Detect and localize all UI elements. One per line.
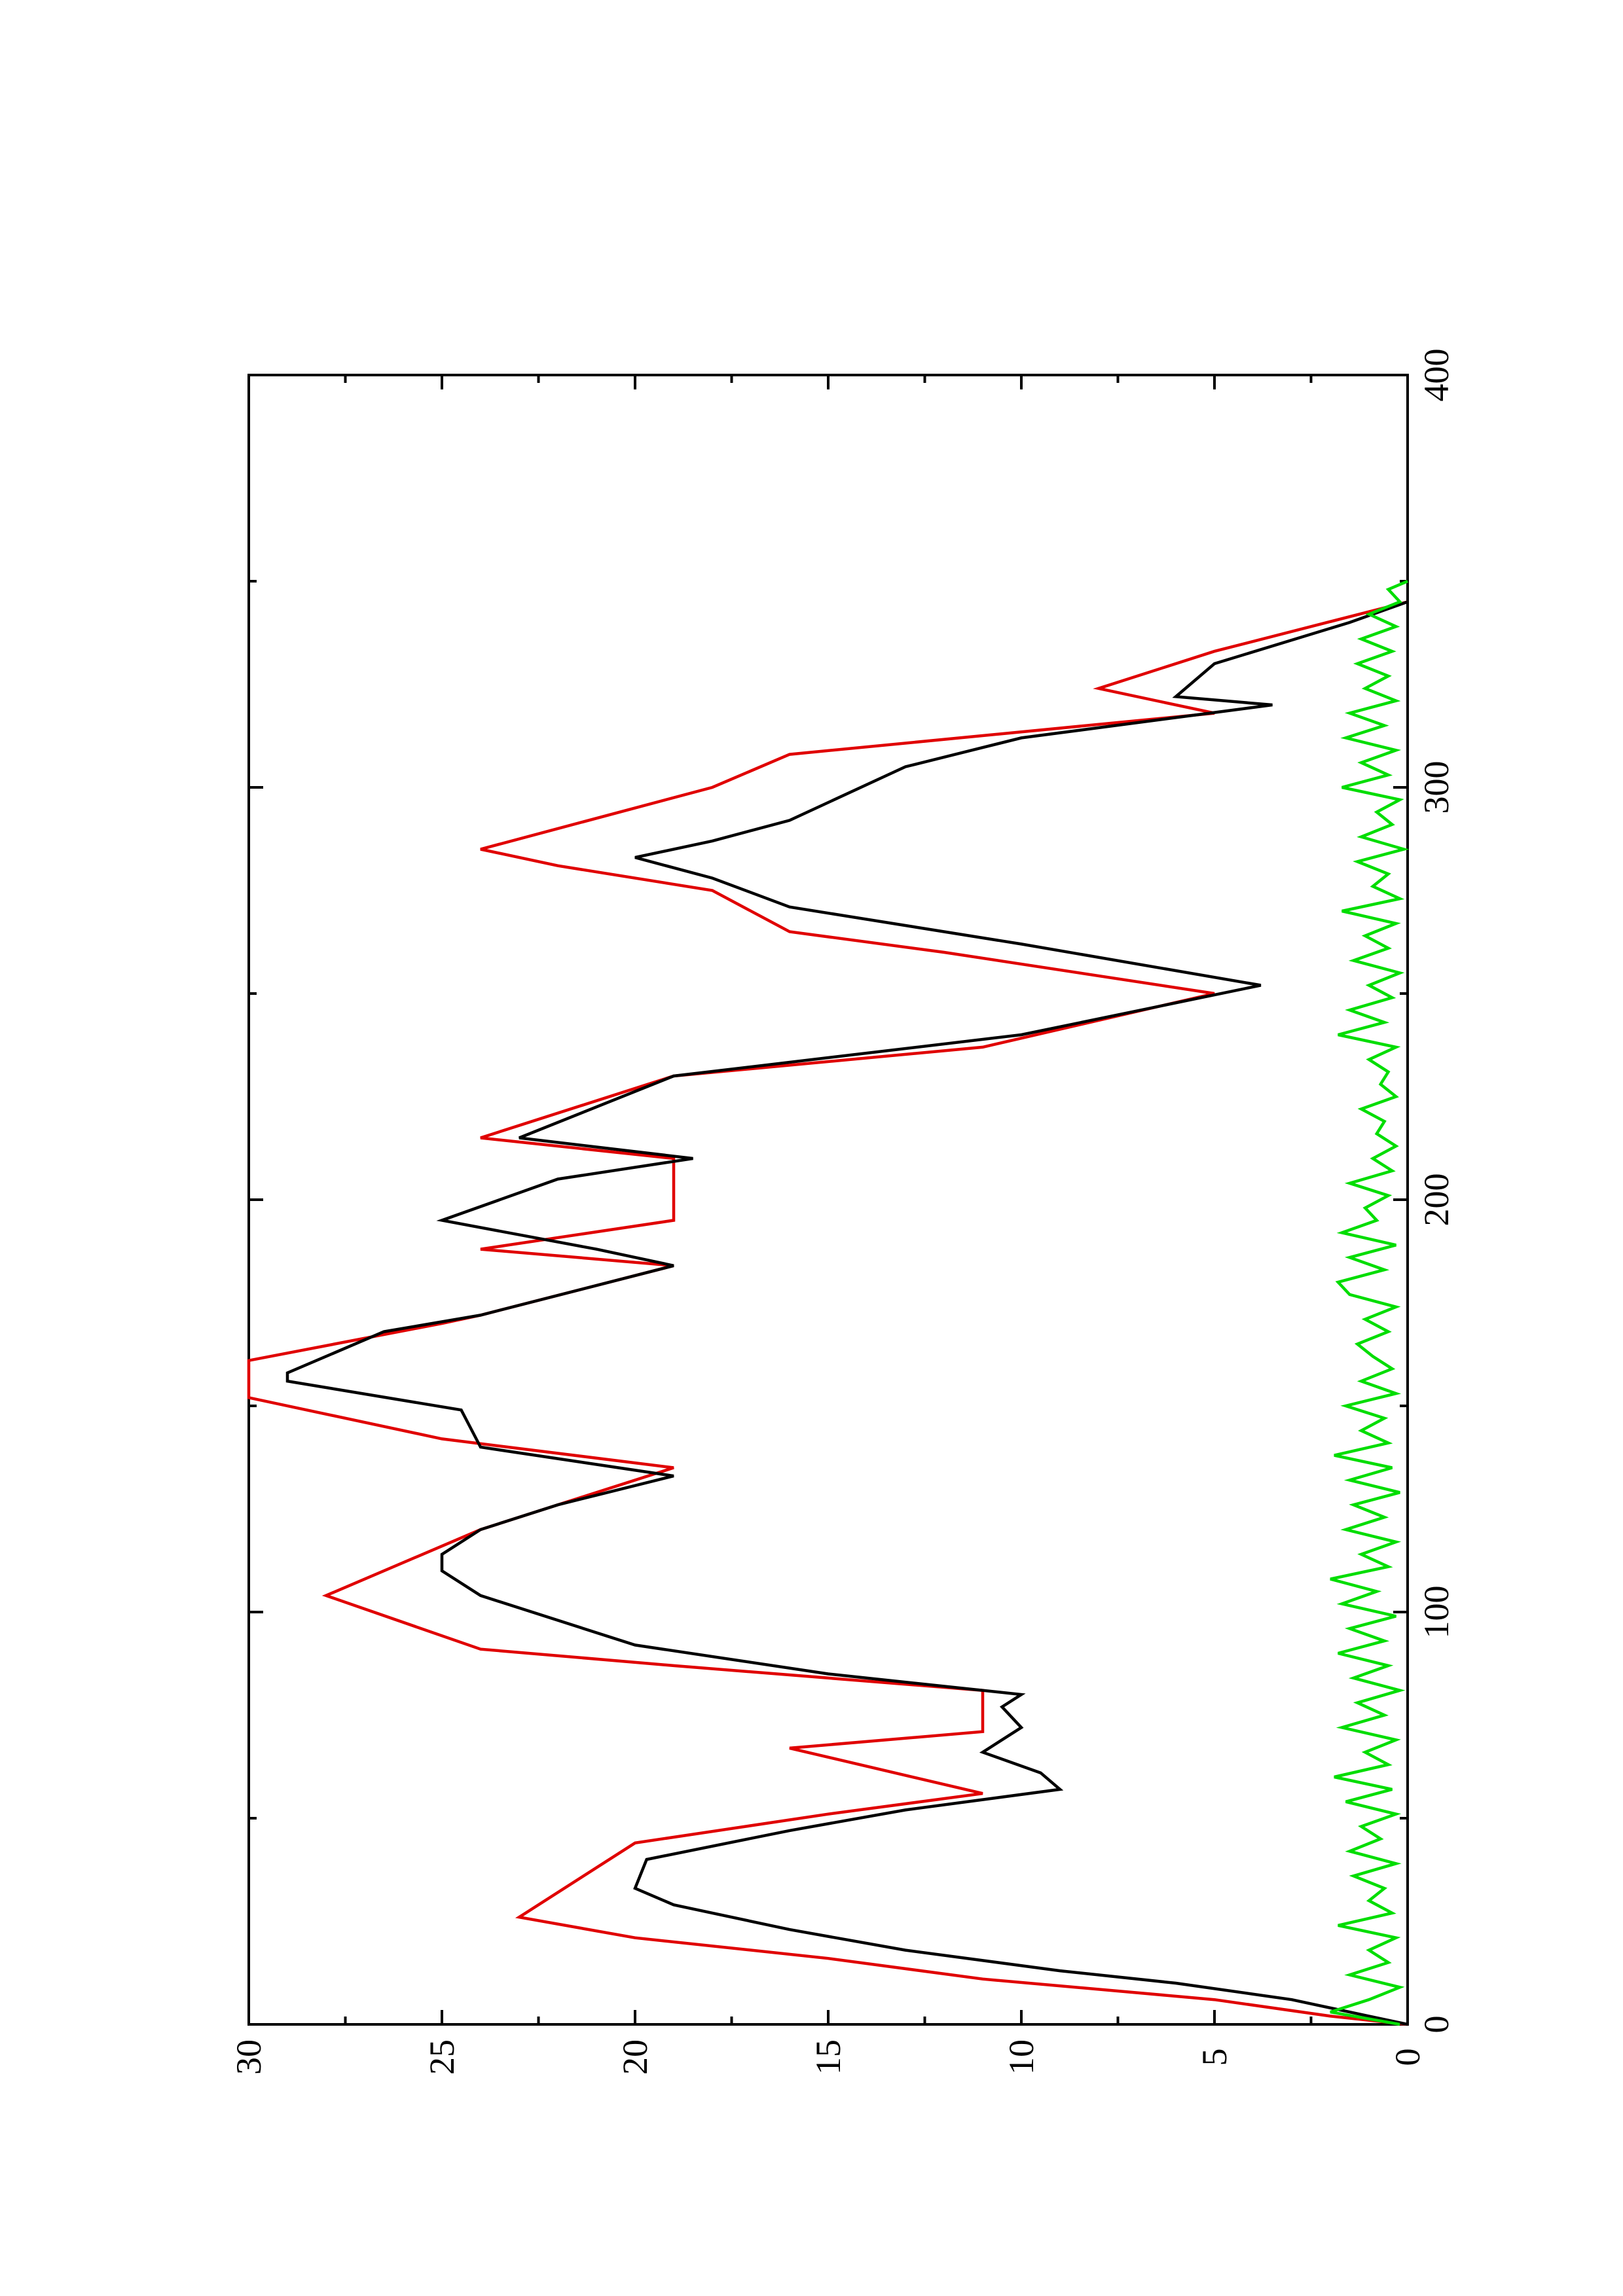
y-tick-label: 0 [1388,2049,1427,2066]
plot-frame [247,374,1409,2026]
y-tick-label: 30 [229,2039,268,2075]
y-tick-label: 25 [422,2039,462,2075]
series-group [247,579,1410,2026]
ticks [247,374,1409,2026]
x-tick-label: 100 [1417,1586,1456,1639]
series-line-3 [1330,579,1410,2026]
y-tick-label: 15 [809,2039,848,2075]
x-tick-label: 400 [1417,349,1456,402]
y-tick-label: 10 [1002,2039,1041,2075]
x-tick-label: 0 [1417,2016,1456,2034]
y-tick-label: 20 [615,2039,655,2075]
x-tick-label: 200 [1417,1174,1456,1227]
x-tick-label: 300 [1417,761,1456,814]
series-line-1 [247,600,1408,2026]
y-tick-label: 5 [1195,2049,1234,2066]
tick-labels: 0 100 200 300 400 0 5 10 15 20 25 30 [229,349,1456,2075]
series-line-2 [285,600,1408,2026]
